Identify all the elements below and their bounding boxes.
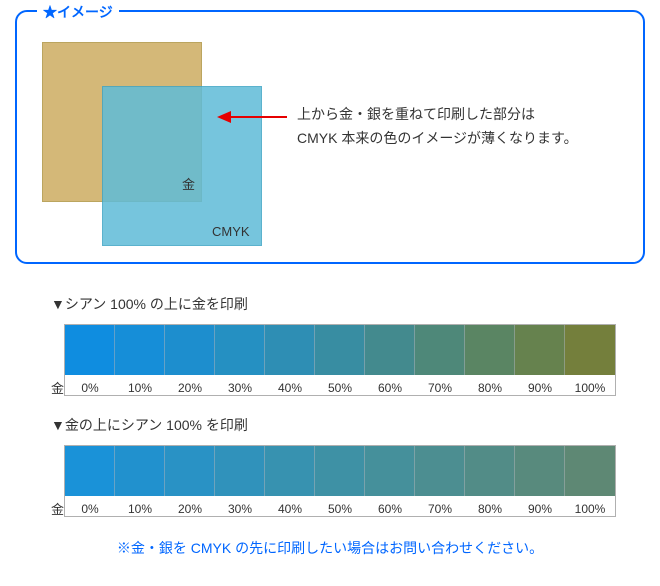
strip-axis-2: 金 bbox=[51, 499, 64, 518]
swatch-label: 70% bbox=[428, 502, 452, 516]
swatch bbox=[65, 446, 115, 496]
swatch-col: 40% bbox=[265, 446, 315, 516]
swatch bbox=[315, 446, 365, 496]
swatch-col: 30% bbox=[215, 325, 265, 395]
swatch-col: 100% bbox=[565, 446, 615, 516]
swatch bbox=[115, 325, 165, 375]
swatch bbox=[415, 446, 465, 496]
swatch-label: 40% bbox=[278, 381, 302, 395]
arrow-icon bbox=[217, 116, 287, 118]
swatch bbox=[415, 325, 465, 375]
description-text: 上から金・銀を重ねて印刷した部分は CMYK 本来の色のイメージが薄くなります。 bbox=[297, 103, 578, 151]
swatch bbox=[315, 325, 365, 375]
strip-section-1: ▼シアン 100% の上に金を印刷 金 0% 10% 20% 30% 40% 50% 60%… bbox=[51, 294, 609, 397]
strip-title-1: ▼シアン 100% の上に金を印刷 bbox=[51, 294, 609, 314]
swatch-label: 0% bbox=[81, 381, 98, 395]
swatch-col: 0% bbox=[65, 325, 115, 395]
swatch-col: 100% bbox=[565, 325, 615, 395]
diagram-area: 金 CMYK 上から金・銀を重ねて印刷した部分は CMYK 本来の色のイメージが… bbox=[42, 42, 623, 242]
swatch bbox=[215, 325, 265, 375]
swatch-label: 20% bbox=[178, 502, 202, 516]
desc-line-1: 上から金・銀を重ねて印刷した部分は bbox=[297, 103, 578, 127]
swatch bbox=[365, 446, 415, 496]
swatch-label: 60% bbox=[378, 502, 402, 516]
swatch bbox=[465, 325, 515, 375]
strip-axis-1: 金 bbox=[51, 378, 64, 397]
swatches-1: 0% 10% 20% 30% 40% 50% 60% 70% 80% 90% 100% bbox=[64, 324, 616, 396]
strip-section-2: ▼金の上にシアン 100% を印刷 金 0% 10% 20% 30% 40% 50% 60%… bbox=[51, 415, 609, 518]
swatch-label: 80% bbox=[478, 502, 502, 516]
swatch-col: 0% bbox=[65, 446, 115, 516]
swatch bbox=[465, 446, 515, 496]
image-box-label: ★イメージ bbox=[37, 2, 119, 22]
gold-label: 金 bbox=[182, 174, 195, 193]
swatch-label: 30% bbox=[228, 381, 252, 395]
swatch-label: 10% bbox=[128, 381, 152, 395]
swatch-col: 80% bbox=[465, 446, 515, 516]
cyan-square bbox=[102, 86, 262, 246]
swatch-label: 60% bbox=[378, 381, 402, 395]
swatch-col: 90% bbox=[515, 446, 565, 516]
swatch-label: 30% bbox=[228, 502, 252, 516]
swatch-label: 20% bbox=[178, 381, 202, 395]
swatch-col: 70% bbox=[415, 446, 465, 516]
strip-title-2: ▼金の上にシアン 100% を印刷 bbox=[51, 415, 609, 435]
swatch bbox=[515, 325, 565, 375]
desc-line-2: CMYK 本来の色のイメージが薄くなります。 bbox=[297, 127, 578, 151]
swatch bbox=[515, 446, 565, 496]
swatch-col: 70% bbox=[415, 325, 465, 395]
swatch-col: 50% bbox=[315, 446, 365, 516]
image-box-title: イメージ bbox=[57, 4, 113, 20]
swatch bbox=[115, 446, 165, 496]
swatch-label: 50% bbox=[328, 381, 352, 395]
star-icon: ★ bbox=[43, 4, 57, 20]
swatch bbox=[215, 446, 265, 496]
swatch-label: 70% bbox=[428, 381, 452, 395]
swatch-label: 100% bbox=[575, 381, 606, 395]
swatch bbox=[365, 325, 415, 375]
swatch bbox=[265, 446, 315, 496]
swatch-col: 20% bbox=[165, 446, 215, 516]
swatch-label: 90% bbox=[528, 502, 552, 516]
swatch-col: 30% bbox=[215, 446, 265, 516]
swatch-col: 50% bbox=[315, 325, 365, 395]
swatch-label: 10% bbox=[128, 502, 152, 516]
swatch-col: 80% bbox=[465, 325, 515, 395]
swatch bbox=[65, 325, 115, 375]
swatch bbox=[165, 325, 215, 375]
swatch-label: 100% bbox=[575, 502, 606, 516]
swatch-col: 60% bbox=[365, 446, 415, 516]
overlap-squares: 金 CMYK bbox=[42, 42, 272, 242]
swatch-label: 90% bbox=[528, 381, 552, 395]
swatch bbox=[565, 446, 615, 496]
swatch-label: 0% bbox=[81, 502, 98, 516]
cmyk-label: CMYK bbox=[212, 224, 250, 239]
swatch-col: 90% bbox=[515, 325, 565, 395]
swatch bbox=[565, 325, 615, 375]
swatch-col: 20% bbox=[165, 325, 215, 395]
swatch-col: 60% bbox=[365, 325, 415, 395]
swatch-col: 40% bbox=[265, 325, 315, 395]
strip-row-1: 金 0% 10% 20% 30% 40% 50% 60% 70% 80% 90% 100% bbox=[51, 322, 609, 397]
strip-row-2: 金 0% 10% 20% 30% 40% 50% 60% 70% 80% 90% 100% bbox=[51, 443, 609, 518]
swatch-col: 10% bbox=[115, 325, 165, 395]
swatch bbox=[265, 325, 315, 375]
arrow-line bbox=[229, 116, 287, 118]
swatch-col: 10% bbox=[115, 446, 165, 516]
swatch-label: 40% bbox=[278, 502, 302, 516]
footnote-text: ※金・銀を CMYK の先に印刷したい場合はお問い合わせください。 bbox=[15, 538, 645, 558]
swatches-2: 0% 10% 20% 30% 40% 50% 60% 70% 80% 90% 100% bbox=[64, 445, 616, 517]
swatch bbox=[165, 446, 215, 496]
swatch-label: 80% bbox=[478, 381, 502, 395]
swatch-label: 50% bbox=[328, 502, 352, 516]
image-example-box: ★イメージ 金 CMYK 上から金・銀を重ねて印刷した部分は CMYK 本来の色… bbox=[15, 10, 645, 264]
